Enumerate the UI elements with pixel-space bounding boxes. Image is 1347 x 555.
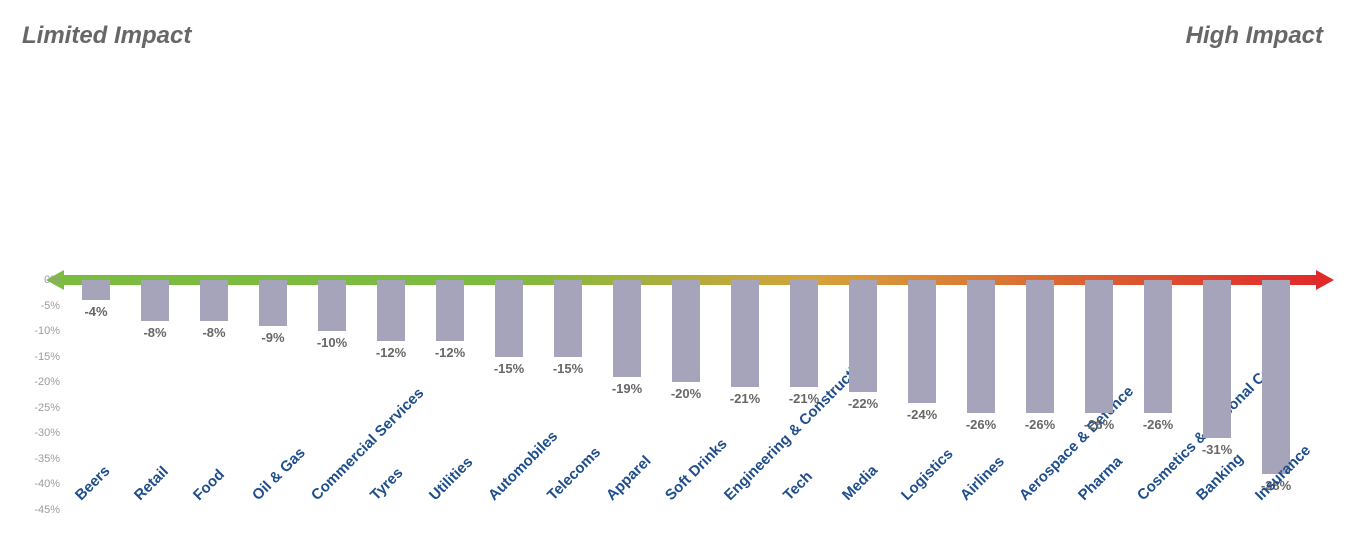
value-label: -31% bbox=[1202, 442, 1232, 457]
y-tick: -5% bbox=[20, 300, 60, 312]
category-label: Pharma bbox=[1075, 453, 1126, 504]
category-label: Airlines bbox=[957, 453, 1008, 504]
value-label: -8% bbox=[202, 325, 225, 340]
impact-chart: Limited Impact High Impact 0% -5% -10% -15%… bbox=[0, 0, 1347, 555]
value-label: -21% bbox=[730, 391, 760, 406]
bar bbox=[1262, 280, 1290, 474]
value-label: -12% bbox=[376, 345, 406, 360]
category-label: Telecoms bbox=[544, 444, 604, 504]
bar bbox=[613, 280, 641, 377]
bar bbox=[200, 280, 228, 321]
value-label: -15% bbox=[494, 361, 524, 376]
category-label: Media bbox=[839, 462, 881, 504]
value-label: -12% bbox=[435, 345, 465, 360]
value-label: -26% bbox=[1143, 417, 1173, 432]
bar bbox=[377, 280, 405, 341]
value-label: -22% bbox=[848, 396, 878, 411]
category-label: Tyres bbox=[367, 464, 407, 504]
category-label: Retail bbox=[131, 463, 172, 504]
value-label: -20% bbox=[671, 386, 701, 401]
bar bbox=[82, 280, 110, 300]
bar bbox=[141, 280, 169, 321]
y-tick: -15% bbox=[20, 351, 60, 363]
bar bbox=[436, 280, 464, 341]
category-label: Utilities bbox=[426, 454, 476, 504]
y-tick: -40% bbox=[20, 478, 60, 490]
value-label: -15% bbox=[553, 361, 583, 376]
y-tick: -45% bbox=[20, 504, 60, 516]
category-label: Apparel bbox=[603, 452, 655, 504]
value-label: -26% bbox=[966, 417, 996, 432]
bar bbox=[1085, 280, 1113, 413]
value-label: -24% bbox=[907, 407, 937, 422]
bar bbox=[259, 280, 287, 326]
header-high-impact: High Impact bbox=[1186, 22, 1323, 50]
value-label: -4% bbox=[84, 304, 107, 319]
value-label: -21% bbox=[789, 391, 819, 406]
category-label: Beers bbox=[72, 462, 114, 504]
y-tick: 0% bbox=[20, 274, 60, 286]
value-label: -9% bbox=[261, 330, 284, 345]
bar bbox=[967, 280, 995, 413]
bar bbox=[1203, 280, 1231, 438]
value-label: -19% bbox=[612, 381, 642, 396]
arrow-right-icon bbox=[1316, 270, 1334, 290]
y-tick: -20% bbox=[20, 376, 60, 388]
value-label: -26% bbox=[1025, 417, 1055, 432]
bar bbox=[495, 280, 523, 357]
y-tick: -10% bbox=[20, 325, 60, 337]
category-label: Commercial Services bbox=[308, 385, 427, 504]
y-tick: -35% bbox=[20, 453, 60, 465]
value-label: -8% bbox=[143, 325, 166, 340]
y-tick: -30% bbox=[20, 427, 60, 439]
y-tick: -25% bbox=[20, 402, 60, 414]
bar bbox=[672, 280, 700, 382]
value-label: -26% bbox=[1084, 417, 1114, 432]
bar bbox=[1144, 280, 1172, 413]
category-label: Soft Drinks bbox=[662, 435, 731, 504]
category-label: Banking bbox=[1193, 450, 1247, 504]
category-label: Tech bbox=[780, 468, 816, 504]
bar bbox=[790, 280, 818, 387]
header-limited-impact: Limited Impact bbox=[22, 22, 191, 50]
value-label: -10% bbox=[317, 335, 347, 350]
bar bbox=[318, 280, 346, 331]
bar bbox=[1026, 280, 1054, 413]
bar bbox=[849, 280, 877, 392]
category-label: Logistics bbox=[898, 445, 957, 504]
plot-area: 0%-5%-10%-15%-20%-25%-30%-35%-40%-45%-4%… bbox=[64, 280, 1316, 510]
category-label: Oil & Gas bbox=[249, 444, 309, 504]
bar bbox=[908, 280, 936, 403]
category-label: Food bbox=[190, 466, 228, 504]
bar bbox=[554, 280, 582, 357]
bar bbox=[731, 280, 759, 387]
